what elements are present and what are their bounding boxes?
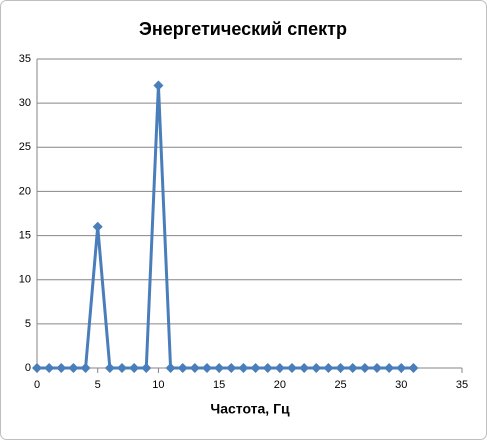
y-tick-label: 25 — [19, 141, 31, 153]
marker — [44, 363, 55, 373]
marker — [311, 363, 322, 373]
marker — [274, 363, 285, 373]
marker — [335, 363, 346, 373]
marker — [262, 363, 273, 373]
x-tick-label: 15 — [213, 379, 225, 391]
marker — [226, 363, 237, 373]
marker — [141, 363, 152, 373]
marker — [56, 363, 67, 373]
marker — [347, 363, 358, 373]
marker — [104, 363, 115, 373]
marker — [214, 363, 225, 373]
marker — [32, 363, 42, 373]
x-tick-label: 35 — [456, 379, 468, 391]
marker — [177, 363, 188, 373]
y-tick-label: 30 — [19, 97, 31, 109]
marker — [250, 363, 261, 373]
marker — [299, 363, 310, 373]
y-tick-label: 15 — [19, 229, 31, 241]
marker — [92, 221, 103, 232]
marker — [165, 363, 176, 373]
marker — [189, 363, 200, 373]
marker — [408, 363, 419, 373]
x-tick-label: 0 — [34, 379, 40, 391]
x-axis-label: Частота, Гц — [210, 401, 290, 417]
y-tick-label: 35 — [19, 53, 31, 65]
y-tick-label: 5 — [25, 318, 31, 330]
marker — [129, 363, 140, 373]
marker — [359, 363, 370, 373]
x-tick-label: 30 — [395, 379, 407, 391]
y-tick-label: 0 — [25, 362, 31, 374]
marker — [202, 363, 212, 373]
marker — [80, 363, 91, 373]
x-tick-label: 20 — [274, 379, 286, 391]
marker — [238, 363, 249, 373]
chart-title: Энергетический спектр — [139, 19, 347, 39]
marker — [68, 363, 79, 373]
marker — [396, 363, 407, 373]
x-tick-label: 25 — [334, 379, 346, 391]
marker — [372, 363, 382, 373]
marker — [323, 363, 334, 373]
marker — [117, 363, 127, 373]
marker — [287, 363, 297, 373]
marker — [384, 363, 395, 373]
y-tick-label: 10 — [19, 274, 31, 286]
x-tick-label: 10 — [152, 379, 164, 391]
x-tick-label: 5 — [95, 379, 101, 391]
marker — [153, 80, 164, 91]
y-tick-label: 20 — [19, 185, 31, 197]
